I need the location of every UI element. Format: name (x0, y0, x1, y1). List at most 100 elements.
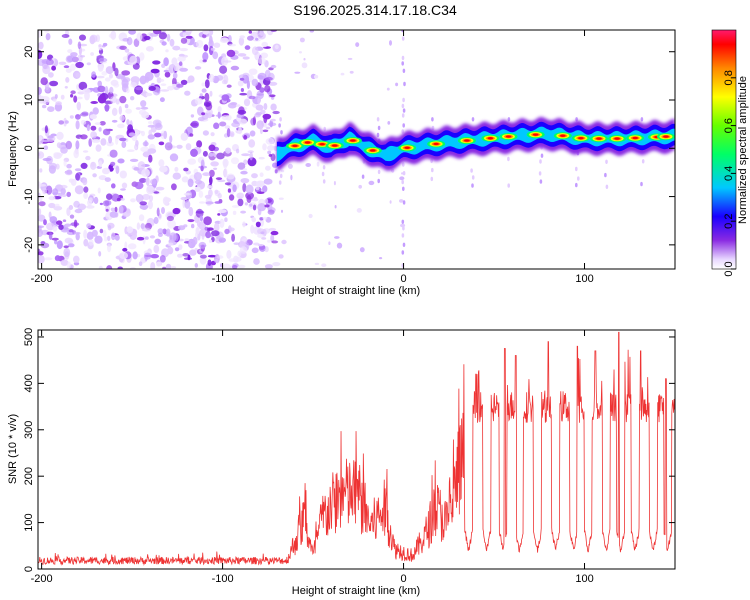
noise-blob (66, 163, 72, 169)
noise-blob (202, 34, 207, 39)
noise-blob (38, 251, 44, 256)
snr-ylabel: SNR (10 * v/v) (7, 414, 19, 484)
noise-blob (179, 47, 188, 52)
streak-blob (401, 113, 405, 118)
spectrogram-ytick-label: -20 (23, 237, 35, 253)
noise-blob (141, 130, 145, 137)
sparse-blob (334, 205, 337, 209)
noise-blob (119, 45, 127, 50)
noise-blob (70, 178, 77, 186)
noise-blob (38, 181, 42, 189)
streak-blob (402, 242, 406, 247)
noise-blob (159, 165, 168, 173)
noise-blob (237, 109, 247, 115)
noise-blob (86, 205, 95, 209)
noise-blob (107, 243, 112, 253)
noise-blob (58, 224, 64, 230)
noise-blob (223, 168, 228, 178)
noise-blob (73, 219, 78, 228)
noise-blob (125, 88, 130, 94)
noise-blob (76, 101, 82, 111)
noise-blob (209, 90, 213, 97)
noise-blob (172, 83, 177, 87)
noise-blob (149, 235, 155, 239)
noise-blob (158, 159, 165, 168)
sparse-blob (401, 172, 404, 175)
noise-blob (98, 251, 102, 257)
noise-blob (257, 97, 261, 105)
sparse-blob (389, 40, 392, 46)
noise-blob (220, 37, 229, 43)
noise-blob (270, 153, 276, 162)
noise-blob (52, 188, 59, 196)
noise-blob (159, 254, 166, 263)
noise-blob (153, 244, 160, 254)
noise-blob (136, 222, 141, 230)
noise-blob (102, 167, 110, 175)
noise-blob (210, 132, 215, 137)
sparse-blob (316, 161, 320, 167)
noise-blob (83, 229, 88, 239)
streak-blob (430, 176, 434, 182)
noise-blob (74, 168, 82, 172)
snr-xtick-label: 100 (575, 573, 593, 585)
noise-blob (229, 131, 235, 138)
sparse-blob (399, 199, 404, 203)
noise-blob (104, 104, 110, 112)
noise-blob (122, 56, 129, 61)
colorbar-tick-label: 0.4 (723, 166, 735, 181)
sparse-blob (299, 37, 305, 43)
spectrogram-sparse-blobs (278, 30, 406, 268)
sparse-blob (278, 254, 284, 259)
noise-blob (202, 52, 209, 61)
noise-blob (144, 254, 154, 258)
noise-blob (248, 95, 256, 100)
noise-blob (139, 178, 147, 183)
streak-blob (322, 179, 326, 184)
noise-blob (213, 77, 220, 82)
noise-blob (264, 264, 273, 269)
noise-blob (184, 90, 191, 96)
noise-blob (242, 183, 247, 193)
noise-blob (147, 200, 153, 210)
streak-blob (402, 123, 406, 128)
noise-blob (178, 61, 183, 66)
noise-blob (204, 194, 212, 199)
noise-blob (153, 191, 160, 194)
noise-blob (58, 120, 64, 125)
noise-blob (238, 36, 245, 46)
hot-spot-red (578, 136, 584, 140)
noise-blob (219, 218, 225, 228)
noise-blob (213, 42, 221, 48)
noise-blob (194, 263, 198, 268)
noise-blob (148, 121, 153, 124)
noise-blob (232, 184, 237, 193)
noise-blob (194, 66, 202, 70)
noise-blob (119, 170, 128, 179)
noise-blob (167, 85, 175, 91)
noise-blob (128, 132, 136, 137)
noise-blob (178, 244, 183, 251)
streak-blob (401, 219, 405, 224)
noise-blob (208, 239, 213, 243)
hot-spot-red (433, 142, 439, 146)
noise-blob (135, 86, 144, 91)
noise-blob (249, 151, 253, 161)
noise-blob (163, 69, 169, 73)
noise-blob (82, 88, 91, 95)
noise-blob (44, 86, 51, 93)
noise-blob (70, 90, 76, 95)
noise-blob (221, 94, 230, 101)
noise-blob (272, 262, 281, 267)
streak-blob (401, 233, 405, 238)
noise-blob (174, 166, 179, 172)
noise-blob (210, 161, 219, 167)
snr-ytick-label: 200 (23, 467, 35, 485)
noise-blob (207, 254, 217, 258)
sparse-blob (281, 239, 287, 245)
noise-blob (131, 135, 138, 142)
noise-blob (264, 76, 273, 81)
snr-ytick-label: 100 (23, 513, 35, 531)
streak-blob (539, 179, 543, 184)
